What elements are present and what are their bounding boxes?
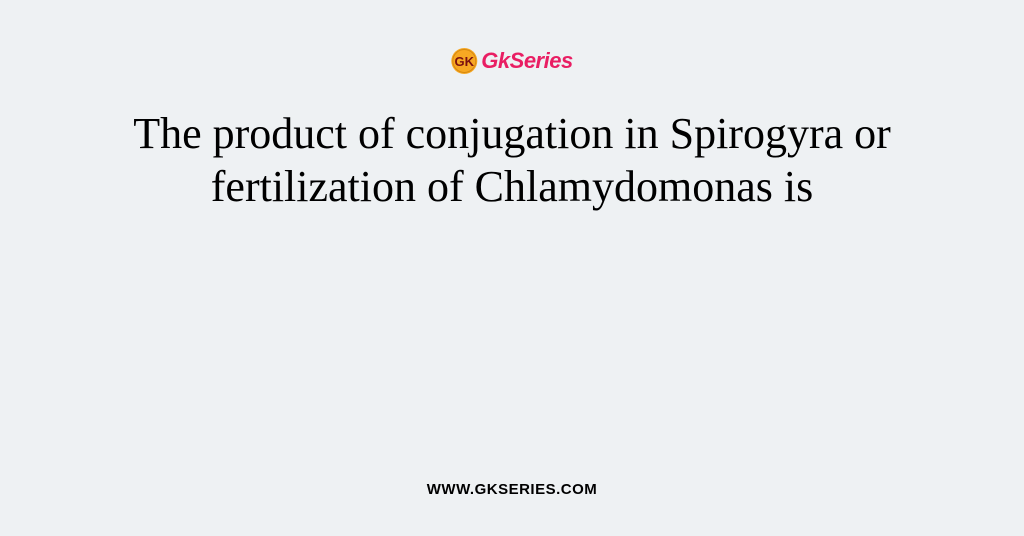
question-heading: The product of conjugation in Spirogyra … bbox=[102, 108, 922, 214]
footer-url: WWW.GKSERIES.COM bbox=[427, 481, 598, 498]
logo-brand-text: GkSeries bbox=[481, 48, 572, 74]
logo-badge-icon: GK bbox=[451, 48, 477, 74]
logo-container: GK GkSeries bbox=[451, 48, 572, 74]
logo-badge-text: GK bbox=[455, 54, 475, 69]
